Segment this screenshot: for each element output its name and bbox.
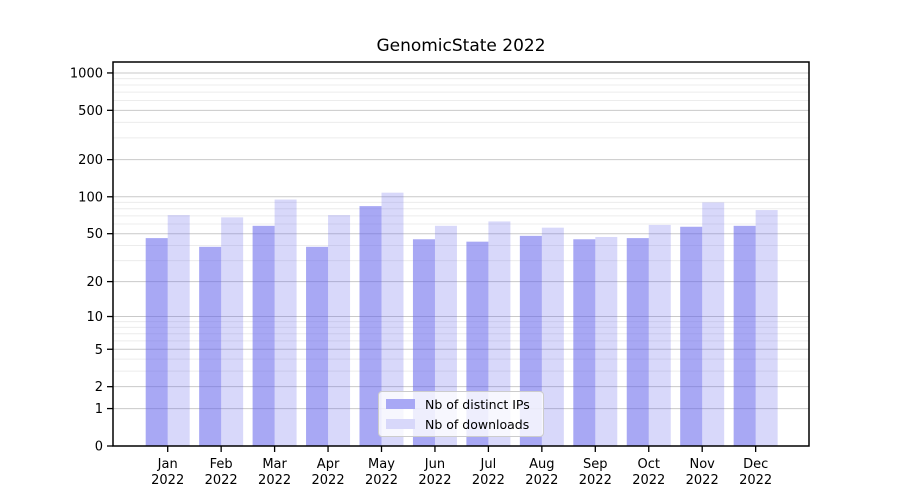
x-tick-label-month: May — [368, 457, 395, 472]
bar-downloads — [755, 210, 778, 446]
x-tick-label-year: 2022 — [418, 473, 451, 488]
bar-downloads — [488, 221, 511, 446]
legend-item-downloads: Nb of downloads — [386, 417, 543, 432]
bar-distinct-ips — [306, 246, 329, 446]
bar-downloads — [274, 199, 297, 446]
legend: Nb of distinct IPs Nb of downloads — [378, 391, 544, 437]
y-tick-label: 0 — [95, 440, 103, 455]
y-tick-label: 5 — [95, 343, 103, 358]
x-tick-label-year: 2022 — [579, 473, 612, 488]
bar-downloads — [702, 202, 725, 446]
bar-distinct-ips — [733, 225, 756, 446]
y-tick-label: 1 — [95, 402, 103, 417]
y-tick-label: 20 — [86, 275, 103, 290]
x-tick-label-year: 2022 — [258, 473, 291, 488]
x-tick-label-year: 2022 — [632, 473, 665, 488]
bar-downloads — [595, 236, 618, 446]
x-tick-label-year: 2022 — [312, 473, 345, 488]
x-tick-label-year: 2022 — [739, 473, 772, 488]
bar-distinct-ips — [252, 225, 275, 446]
y-tick-label: 500 — [78, 104, 103, 119]
x-tick-label-month: Feb — [210, 457, 233, 472]
bar-distinct-ips — [626, 238, 649, 446]
bar-downloads — [648, 224, 671, 446]
bar-downloads — [541, 227, 564, 446]
bar-distinct-ips — [573, 239, 596, 446]
y-tick-label: 2 — [95, 380, 103, 395]
bar-downloads — [221, 217, 244, 446]
bar-distinct-ips — [199, 246, 222, 446]
legend-swatch-downloads — [386, 419, 415, 429]
x-tick-label-year: 2022 — [205, 473, 238, 488]
bar-downloads — [328, 215, 351, 446]
legend-swatch-distinct-ips — [386, 399, 415, 409]
x-tick-label-year: 2022 — [686, 473, 719, 488]
legend-label: Nb of distinct IPs — [425, 396, 530, 412]
bar-downloads — [167, 215, 190, 446]
y-tick-label: 1000 — [70, 66, 103, 81]
bar-distinct-ips — [145, 238, 168, 446]
y-tick-label: 200 — [78, 153, 103, 168]
x-tick-label-month: Mar — [262, 457, 287, 472]
x-tick-label-year: 2022 — [472, 473, 505, 488]
y-tick-label: 10 — [86, 310, 103, 325]
bar-distinct-ips — [680, 226, 703, 446]
legend-label: Nb of downloads — [425, 416, 530, 432]
x-tick-label-year: 2022 — [151, 473, 184, 488]
bar-downloads — [434, 225, 457, 446]
x-tick-label-year: 2022 — [365, 473, 398, 488]
axes-spines — [112, 61, 810, 447]
bar-distinct-ips — [359, 206, 382, 446]
bar-downloads — [381, 192, 404, 446]
x-tick-label-month: Sep — [583, 457, 608, 472]
x-tick-label-month: Nov — [690, 457, 716, 472]
x-tick-label-year: 2022 — [525, 473, 558, 488]
x-tick-label-month: Jul — [480, 457, 497, 472]
y-tick-label: 50 — [86, 227, 103, 242]
chart-title: GenomicState 2022 — [376, 36, 546, 56]
x-tick-label-month: Jan — [157, 457, 178, 472]
x-tick-label-month: Apr — [317, 457, 340, 472]
x-tick-label-month: Dec — [743, 457, 768, 472]
legend-item-distinct-ips: Nb of distinct IPs — [386, 397, 543, 412]
x-tick-label-month: Jun — [424, 457, 445, 472]
x-tick-label-month: Oct — [638, 457, 660, 472]
x-tick-label-month: Aug — [529, 457, 554, 472]
y-tick-label: 100 — [78, 190, 103, 205]
